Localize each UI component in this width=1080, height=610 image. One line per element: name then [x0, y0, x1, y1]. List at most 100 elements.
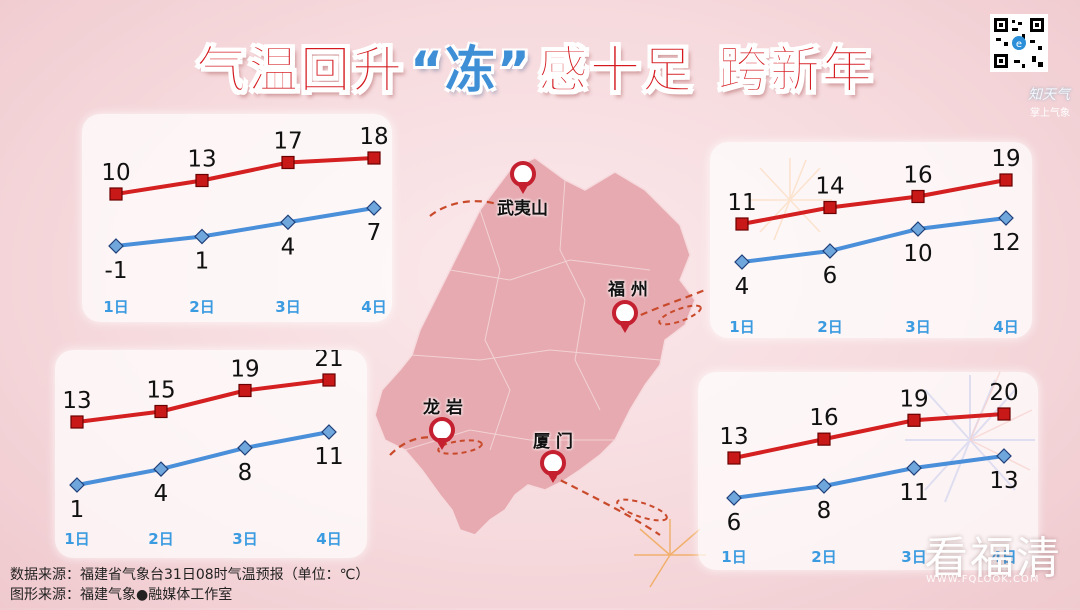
fujian-map: [374, 157, 706, 536]
low-temp-point: [194, 228, 210, 245]
title-part-1: 气温回升: [196, 41, 405, 100]
low-temp-label: 11: [899, 480, 928, 506]
high-temp-label: 13: [719, 424, 748, 450]
day-label: 2日: [811, 548, 836, 566]
high-temp-label: 13: [62, 388, 91, 414]
day-label: 4日: [993, 318, 1018, 336]
day-label: 2日: [817, 318, 842, 336]
low-temp-label: 11: [314, 444, 343, 470]
high-temp-label: 19: [230, 357, 259, 383]
data-source-text: 数据来源：福建省气象台31日08时气温预报（单位：℃）: [10, 567, 370, 583]
high-temp-line: [76, 378, 330, 424]
high-temp-point: [367, 151, 381, 165]
pin-longyan: [429, 417, 455, 450]
day-label: 3日: [275, 298, 300, 316]
low-temp-label: 4: [281, 234, 296, 260]
high-temp-point: [907, 413, 921, 427]
low-temp-label: 13: [989, 468, 1018, 494]
low-temp-point: [237, 440, 253, 456]
high-temp-label: 16: [903, 163, 932, 189]
title-part-3: 感十足: [537, 41, 694, 100]
city-label-fuzhou: 福 州: [608, 280, 648, 300]
chart-wuyishan: 10 -1 1日 13 1 2日 17 4 3日 18 7 4日: [101, 124, 388, 316]
panel-fuzhou: 11 4 1日 14 6 2日 16 10 3日 19 12 4日: [710, 142, 1032, 338]
pin-wuyishan: [510, 161, 536, 194]
brand-logo: 知天气 掌上气象: [986, 84, 1070, 119]
low-temp-label: 8: [238, 460, 253, 486]
high-temp-line: [733, 412, 1005, 460]
day-label: 3日: [905, 318, 930, 336]
firework-decoration: [634, 519, 706, 588]
low-temp-point: [726, 490, 742, 506]
chart-xiamen: 13 6 1日 16 8 2日 19 11 3日 20 13 4日: [719, 380, 1018, 566]
high-temp-label: 13: [187, 147, 216, 173]
low-temp-label: -1: [105, 258, 128, 284]
low-temp-point: [366, 200, 382, 216]
day-label: 2日: [189, 298, 214, 316]
low-temp-line: [76, 430, 330, 487]
low-temp-point: [280, 214, 296, 231]
low-temp-label: 12: [991, 230, 1020, 256]
high-temp-point: [109, 187, 123, 201]
page-title: 气温回升 “冻” 感十足 跨新年: [100, 26, 970, 106]
high-temp-label: 15: [146, 378, 175, 404]
graphic-source-text: 图形来源：福建气象●融媒体工作室: [10, 587, 233, 603]
day-label: 1日: [729, 318, 754, 336]
watermark: 看福清: [924, 533, 1062, 584]
pin-fuzhou: [612, 300, 638, 333]
day-label: 1日: [64, 530, 89, 548]
chart-fuzhou: 11 4 1日 14 6 2日 16 10 3日 19 12 4日: [727, 146, 1020, 336]
high-temp-point: [999, 173, 1013, 187]
brand-sub: 掌上气象: [1030, 108, 1070, 119]
low-temp-point: [321, 424, 337, 440]
low-temp-point: [69, 477, 85, 493]
brand-name: 知天气: [1028, 87, 1070, 103]
high-temp-point: [322, 373, 336, 387]
city-label-wuyishan: 武夷山: [497, 199, 548, 219]
panel-longyan: 13 1 1日 15 4 2日 19 8 3日 21 11 4日: [55, 346, 367, 558]
high-temp-label: 14: [815, 174, 844, 200]
high-temp-point: [195, 173, 209, 188]
high-temp-point: [817, 432, 831, 446]
low-temp-point: [734, 254, 750, 270]
svg-text:e: e: [1016, 39, 1022, 50]
low-temp-point: [816, 478, 832, 494]
low-temp-point: [996, 448, 1012, 464]
day-label: 3日: [901, 548, 926, 566]
panel-wuyishan: 10 -1 1日 13 1 2日 17 4 3日 18 7 4日: [82, 114, 392, 322]
high-temp-label: 19: [991, 146, 1020, 172]
low-temp-label: 1: [70, 497, 85, 523]
high-temp-point: [70, 415, 84, 429]
chart-longyan: 13 1 1日 15 4 2日 19 8 3日 21 11 4日: [62, 346, 343, 548]
panel-xiamen: 13 6 1日 16 8 2日 19 11 3日 20 13 4日: [698, 372, 1038, 570]
high-temp-point: [281, 155, 295, 170]
day-label: 4日: [361, 298, 386, 316]
high-temp-label: 21: [314, 350, 343, 372]
high-temp-point: [997, 407, 1011, 421]
low-temp-point: [998, 210, 1014, 226]
low-temp-label: 6: [823, 263, 838, 289]
high-temp-point: [735, 217, 749, 231]
low-temp-point: [910, 221, 926, 237]
low-temp-label: 4: [154, 481, 169, 507]
day-label: 2日: [148, 530, 173, 548]
title-part-2: “冻”: [410, 41, 532, 99]
low-temp-line: [733, 454, 1005, 500]
high-temp-label: 10: [101, 160, 130, 186]
high-temp-point: [823, 200, 837, 215]
day-label: 3日: [232, 530, 257, 548]
day-label: 4日: [316, 530, 341, 548]
low-temp-point: [108, 238, 124, 254]
high-temp-point: [238, 383, 252, 398]
high-temp-point: [911, 189, 925, 204]
high-temp-label: 11: [727, 190, 756, 216]
qr-code: e: [990, 14, 1048, 72]
low-temp-line: [741, 216, 1007, 264]
low-temp-label: 1: [195, 249, 210, 275]
low-temp-point: [906, 460, 922, 476]
low-temp-label: 8: [817, 498, 832, 524]
high-temp-point: [154, 404, 168, 419]
low-temp-point: [822, 243, 838, 259]
high-temp-label: 17: [273, 129, 302, 155]
pin-xiamen: [540, 450, 566, 483]
